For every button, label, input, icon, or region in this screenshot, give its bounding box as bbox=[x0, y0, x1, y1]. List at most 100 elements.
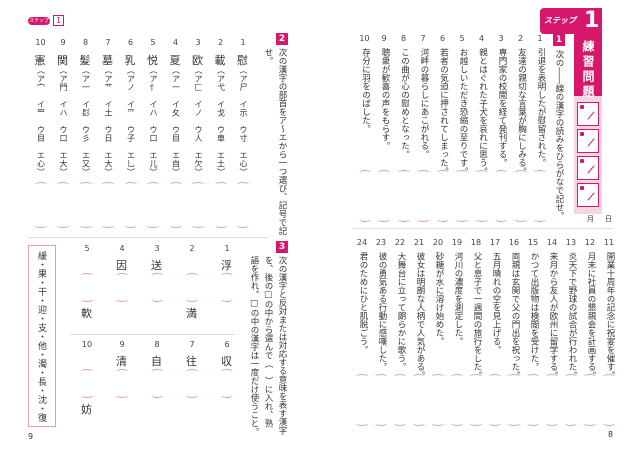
item-number: 5 bbox=[150, 38, 156, 47]
answer-bracket-top[interactable] bbox=[455, 170, 469, 176]
answer-bracket-close bbox=[115, 392, 129, 398]
answer-bracket-bottom bbox=[533, 216, 547, 222]
answer-bracket-top[interactable] bbox=[533, 170, 547, 176]
item-sentence: 引退を表明したが慰留された。 bbox=[536, 48, 546, 167]
item-number: 8 bbox=[82, 38, 89, 47]
answer-bracket-top[interactable] bbox=[78, 182, 93, 188]
item-options: （ア弋 イ戈 ウ車 エ土） bbox=[216, 66, 226, 177]
check-box[interactable] bbox=[577, 183, 599, 207]
item-kanji-bottom: 満 bbox=[186, 307, 197, 320]
answer-bracket-top[interactable] bbox=[412, 374, 426, 380]
answer-bracket-top[interactable] bbox=[357, 170, 372, 176]
answer-bracket-top[interactable] bbox=[146, 182, 160, 188]
answer-bracket-bottom bbox=[412, 420, 426, 426]
section-3-instruction-2: を、後の□の中から選んで（ ）に入れ、熟 bbox=[263, 256, 273, 428]
answer-bracket-top[interactable] bbox=[488, 374, 502, 380]
item-number: 9 bbox=[119, 340, 125, 349]
item-sentence: 炎天下で野球の試合が行われた。 bbox=[567, 252, 577, 380]
item-options: （ア宀 イ罒 ウ目 エ心） bbox=[36, 66, 46, 177]
answer-bracket-bottom bbox=[602, 420, 616, 426]
answer-bracket-top[interactable] bbox=[374, 374, 388, 380]
item-kanji-top: 浮 bbox=[221, 259, 232, 272]
answer-bracket-close bbox=[220, 392, 234, 398]
answer-bracket[interactable] bbox=[220, 369, 234, 375]
item-number: 3 bbox=[498, 34, 504, 43]
answer-bracket-top[interactable] bbox=[168, 182, 183, 188]
item-sentence: 父と息子で一週間の旅行をした。 bbox=[472, 252, 482, 380]
answer-bracket-close bbox=[80, 392, 94, 398]
answer-bracket[interactable] bbox=[115, 273, 129, 279]
answer-bracket-top[interactable] bbox=[526, 374, 540, 380]
answer-bracket-top[interactable] bbox=[435, 170, 450, 176]
answer-bracket-top[interactable] bbox=[583, 374, 597, 380]
answer-bracket-top[interactable] bbox=[393, 374, 407, 380]
page-title: 練習問題 bbox=[581, 40, 595, 100]
item-kanji-top: 送 bbox=[151, 259, 162, 272]
answer-bracket-top[interactable] bbox=[416, 170, 430, 176]
item-number: 2 bbox=[517, 34, 524, 43]
answer-bracket-top[interactable] bbox=[507, 374, 521, 380]
answer-bracket-top[interactable] bbox=[450, 374, 464, 380]
answer-bracket[interactable] bbox=[150, 369, 164, 375]
answer-bracket-top[interactable] bbox=[469, 374, 483, 380]
check-box[interactable] bbox=[577, 102, 599, 126]
answer-bracket-top[interactable] bbox=[191, 182, 205, 188]
item-number: 18 bbox=[470, 238, 482, 247]
item-number: 7 bbox=[420, 34, 426, 43]
answer-bracket-close bbox=[150, 392, 164, 398]
check-dot bbox=[580, 132, 584, 136]
page-number-left: 9 bbox=[28, 432, 34, 441]
answer-bracket-top[interactable] bbox=[494, 170, 508, 176]
step-number: 1 bbox=[584, 8, 600, 33]
item-number: 11 bbox=[603, 238, 615, 247]
answer-bracket[interactable] bbox=[115, 369, 129, 375]
check-box[interactable] bbox=[577, 129, 599, 153]
answer-bracket[interactable] bbox=[185, 273, 199, 279]
section-2-instruction-end: せ。 bbox=[263, 48, 273, 65]
item-sentence: 友達の親切な言葉が胸にしみる。 bbox=[516, 48, 527, 176]
answer-bracket-top[interactable] bbox=[474, 170, 489, 176]
answer-bracket-top[interactable] bbox=[564, 374, 578, 380]
check-dot bbox=[580, 159, 584, 163]
answer-bracket[interactable] bbox=[150, 273, 164, 279]
item-number: 19 bbox=[451, 238, 463, 247]
item-number: 24 bbox=[356, 238, 368, 247]
item-number: 12 bbox=[584, 238, 596, 247]
answer-bracket-bottom bbox=[450, 420, 464, 426]
answer-bracket[interactable] bbox=[185, 369, 199, 375]
answer-bracket-top[interactable] bbox=[101, 182, 115, 188]
item-kanji: 髪 bbox=[79, 54, 91, 67]
answer-bracket-top[interactable] bbox=[431, 374, 445, 380]
item-number: 3 bbox=[154, 244, 160, 253]
answer-bracket-top[interactable] bbox=[236, 182, 250, 188]
answer-bracket-top[interactable] bbox=[56, 182, 70, 188]
item-number: 6 bbox=[127, 38, 134, 47]
item-kanji: 関 bbox=[57, 54, 68, 67]
item-number: 5 bbox=[459, 34, 465, 43]
item-number: 16 bbox=[508, 238, 520, 247]
item-number: 8 bbox=[400, 34, 407, 43]
answer-bracket-bottom bbox=[513, 216, 528, 222]
answer-bracket-top[interactable] bbox=[123, 182, 138, 188]
answer-bracket-top[interactable] bbox=[602, 374, 616, 380]
item-number: 21 bbox=[413, 238, 425, 247]
answer-bracket-top[interactable] bbox=[213, 182, 228, 188]
answer-bracket-top[interactable] bbox=[513, 170, 528, 176]
answer-bracket-bottom bbox=[488, 420, 502, 426]
answer-bracket-top[interactable] bbox=[355, 374, 369, 380]
answer-bracket-top[interactable] bbox=[396, 170, 411, 176]
answer-bracket-bottom bbox=[374, 420, 388, 426]
answer-bracket-top[interactable] bbox=[33, 182, 48, 188]
step-tab: ステップ 1 bbox=[540, 8, 602, 34]
answer-bracket-top[interactable] bbox=[377, 170, 391, 176]
answer-bracket-bottom bbox=[168, 222, 183, 228]
answer-bracket[interactable] bbox=[220, 273, 234, 279]
answer-bracket-top[interactable] bbox=[545, 374, 559, 380]
item-number: 1 bbox=[224, 244, 230, 253]
check-box[interactable] bbox=[577, 156, 599, 180]
answer-bracket-bottom bbox=[435, 216, 450, 222]
answer-bracket-bottom bbox=[236, 222, 250, 228]
answer-bracket[interactable] bbox=[80, 369, 94, 375]
answer-bracket[interactable] bbox=[80, 273, 94, 279]
answer-bracket-bottom bbox=[393, 420, 407, 426]
